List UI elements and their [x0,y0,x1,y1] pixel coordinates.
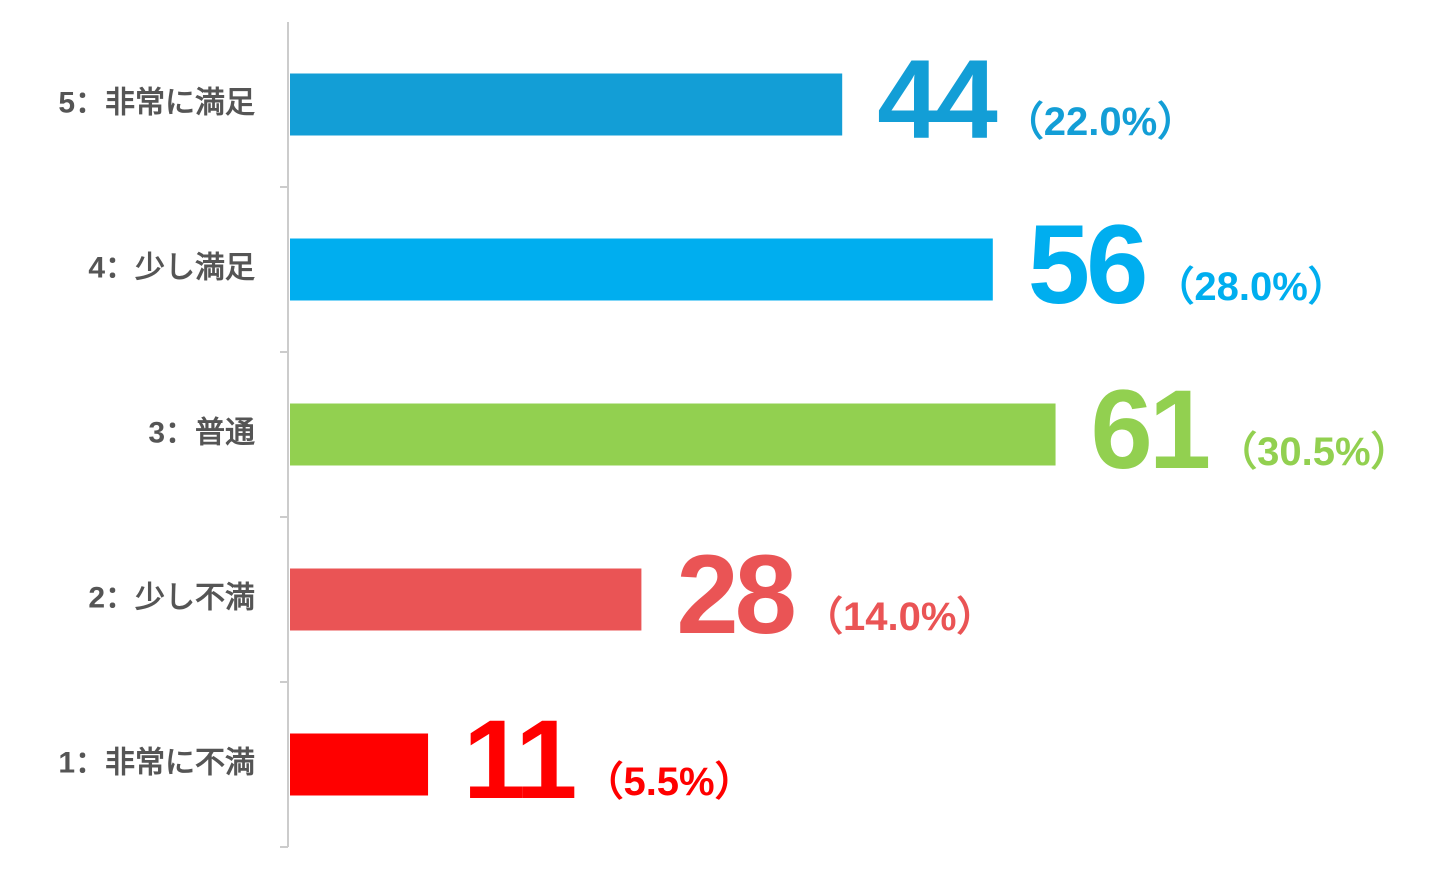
value-label: 11 [463,697,575,822]
category-label: 1：非常に不満 [58,746,255,779]
bar [290,733,429,796]
category-label: 2：少し不満 [88,581,255,614]
percent-label: （28.0%） [1154,265,1347,309]
value-label: 56 [1028,202,1145,327]
category-label: 5：非常に満足 [58,86,255,119]
bar [290,403,1056,466]
percent-label: （14.0%） [803,595,996,639]
value-label: 61 [1091,367,1209,492]
bar [290,73,843,136]
category-label: 3：普通 [148,415,255,449]
percent-label: （5.5%） [583,760,754,804]
value-label: 28 [676,532,793,657]
bar [290,568,642,631]
percent-label: （22.0%） [1004,100,1197,144]
percent-label: （30.5%） [1217,430,1410,474]
bar [290,238,993,301]
category-label: 4：少し満足 [88,251,255,284]
value-label: 44 [877,37,997,162]
